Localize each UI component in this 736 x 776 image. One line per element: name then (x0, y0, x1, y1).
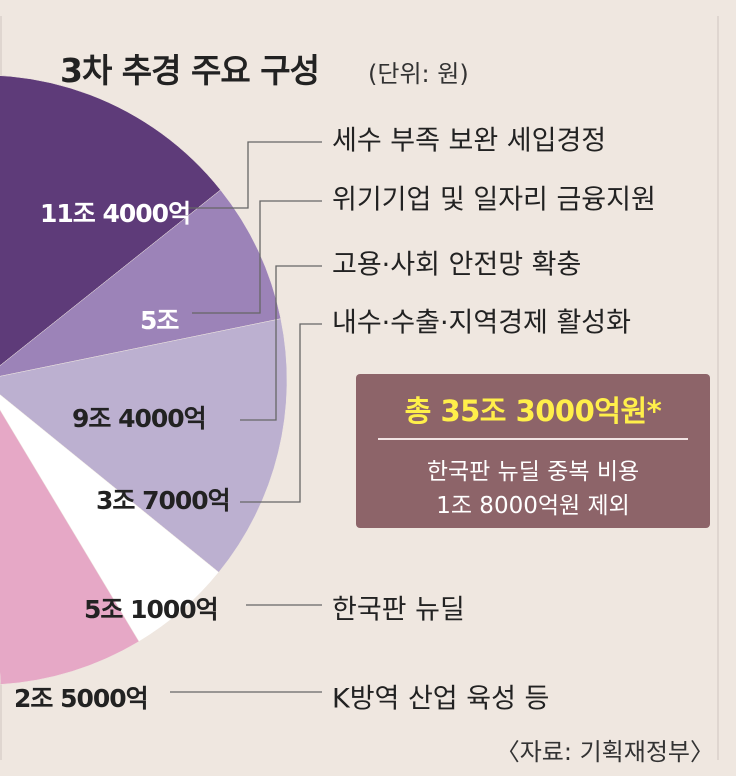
pie-labels: 11조 4000억 세수 부족 보완 세입경정 5조 위기기업 및 일자리 금융지원 9… (14, 126, 656, 715)
pie-slice (0, 75, 221, 366)
label-connectors (170, 141, 322, 693)
total-note-line1: 한국판 뉴딜 중복 비용 (426, 459, 640, 485)
total-amount: 총 35조 3000억원* (404, 394, 662, 428)
pie-slice (0, 318, 288, 573)
slice-value-label: 11조 4000억 (40, 199, 190, 228)
pie-slice (0, 189, 282, 377)
slice-value-label: 3조 7000억 (96, 486, 230, 515)
connector-line (240, 323, 322, 503)
slice-value-label: 9조 4000억 (72, 404, 206, 433)
slice-category-label: 고용·사회 안전망 확충 (332, 250, 581, 281)
slice-category-label: 내수·수출·지역경제 활성화 (332, 308, 631, 339)
slice-category-label: 한국판 뉴딜 (332, 595, 465, 626)
source-note: 〈자료: 기획재정부〉 (495, 738, 714, 766)
pie-slices (0, 75, 288, 685)
total-box: 총 35조 3000억원* 한국판 뉴딜 중복 비용 1조 8000억원 제외 (356, 374, 710, 528)
slice-category-label: 세수 부족 보완 세입경정 (332, 126, 606, 157)
slice-value-label: 5조 1000억 (84, 595, 218, 624)
slice-category-label: K방역 산업 육성 등 (332, 684, 549, 715)
slice-value-label: 2조 5000억 (14, 684, 148, 713)
connector-line (188, 141, 322, 209)
connector-line (240, 265, 322, 421)
chart-title: 3차 추경 주요 구성 (60, 51, 320, 90)
slice-value-label: 5조 (140, 306, 179, 335)
slice-category-label: 위기기업 및 일자리 금융지원 (332, 185, 656, 216)
total-note-line2: 1조 8000억원 제외 (436, 493, 630, 519)
unit-note: (단위: 원) (368, 60, 469, 88)
total-divider (378, 438, 688, 440)
pie-slice (0, 409, 140, 685)
connector-line (192, 200, 322, 314)
